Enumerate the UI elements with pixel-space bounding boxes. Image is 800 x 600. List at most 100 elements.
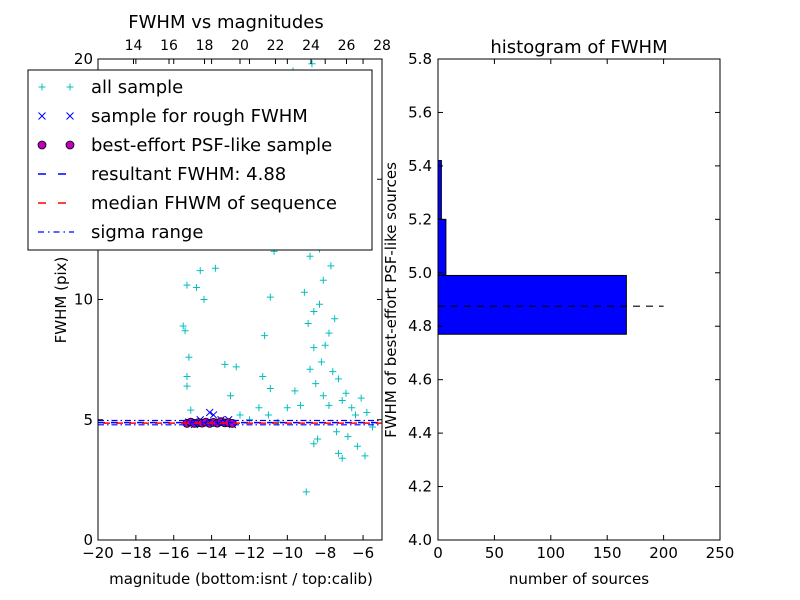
legend-label: median FHWM of sequence <box>91 193 337 214</box>
all-sample-point <box>329 368 337 376</box>
all-sample-point <box>183 382 191 390</box>
legend-label: sigma range <box>91 222 203 243</box>
all-sample-point <box>333 428 341 436</box>
all-sample-point <box>183 372 191 380</box>
top-x-tick-label: 28 <box>373 38 391 54</box>
x-tick-label: 150 <box>593 544 622 562</box>
x-tick-label: −6 <box>352 544 374 562</box>
legend-label: sample for rough FWHM <box>91 106 308 127</box>
all-sample-point <box>312 380 320 388</box>
all-sample-point <box>325 329 333 337</box>
all-sample-point <box>348 404 356 412</box>
all-sample-point <box>261 332 269 340</box>
all-sample-point <box>236 411 244 419</box>
legend: all sample sample for rough FWHM best-effo… <box>27 69 373 251</box>
x-tick-label: −20 <box>82 544 114 562</box>
x-tick-label: −16 <box>158 544 190 562</box>
top-x-tick-label: 26 <box>338 38 356 54</box>
all-sample-point <box>192 283 200 291</box>
fwhm-histogram-chart: histogram of FWHM 0 50 100 150 200 250 4.0 4.2 4… <box>382 37 734 588</box>
all-sample-point <box>196 267 204 275</box>
all-sample-point <box>316 300 324 308</box>
x-tick-label: 50 <box>485 544 504 562</box>
y-tick-label: 10 <box>74 291 93 309</box>
legend-label: resultant FWHM: 4.88 <box>91 164 286 185</box>
top-x-tick-label: 20 <box>231 38 249 54</box>
y-tick-label: 5.4 <box>408 157 432 175</box>
all-sample-point <box>319 392 327 400</box>
all-sample-point <box>255 404 263 412</box>
all-sample-point <box>183 281 191 289</box>
plot-area <box>98 60 382 496</box>
all-sample-point <box>338 397 346 405</box>
legend-item: best-effort PSF-like sample <box>37 135 332 156</box>
legend-item: median FHWM of sequence <box>38 193 337 214</box>
chart-title: FWHM vs magnitudes <box>128 12 323 33</box>
y-tick-label: 4.8 <box>408 317 432 335</box>
top-x-tick-label: 16 <box>160 38 178 54</box>
top-x-tick-label: 14 <box>125 38 143 54</box>
y-tick-label: 5.8 <box>408 50 432 68</box>
y-tick-label: 5 <box>83 411 93 429</box>
top-x-tick-label: 18 <box>196 38 214 54</box>
histogram-bar <box>437 274 627 335</box>
all-sample-point <box>317 358 325 366</box>
all-sample-point <box>363 409 371 417</box>
all-sample-point <box>306 252 314 260</box>
all-sample-point <box>300 288 308 296</box>
all-sample-point <box>245 416 253 424</box>
rough-sample-point <box>205 408 214 417</box>
legend-circle-icon <box>37 140 47 150</box>
y-tick-label: 5.6 <box>408 103 432 121</box>
all-sample-point <box>185 353 193 361</box>
all-sample-point <box>325 401 333 409</box>
legend-item: sample for rough FWHM <box>38 106 308 127</box>
all-sample-point <box>181 327 189 335</box>
chart-title: histogram of FWHM <box>490 37 667 58</box>
x-tick-label: 250 <box>706 544 735 562</box>
legend-item: all sample <box>38 77 183 98</box>
x-tick-label: −12 <box>234 544 266 562</box>
all-sample-point <box>344 433 352 441</box>
top-x-tick-label: 24 <box>302 38 320 54</box>
y-tick-label: 4.4 <box>408 424 432 442</box>
legend-box <box>27 69 373 251</box>
legend-x-icon <box>66 112 74 120</box>
all-sample-point <box>227 392 235 400</box>
x-axis-label: magnitude (bottom:isnt / top:calib) <box>109 570 373 588</box>
x-tick-label: 200 <box>649 544 678 562</box>
y-tick-label: 5.2 <box>408 210 432 228</box>
x-axis-label: number of sources <box>509 570 649 588</box>
all-sample-point <box>338 454 346 462</box>
all-sample-point <box>351 411 359 419</box>
all-sample-point <box>310 344 318 352</box>
all-sample-point <box>306 365 314 373</box>
x-tick-label: −8 <box>314 544 336 562</box>
y-axis-label: FWHM of best-effort PSF-like sources <box>382 162 400 438</box>
y-tick-label: 4.0 <box>408 531 432 549</box>
y-tick-label: 20 <box>74 50 93 68</box>
legend-label: best-effort PSF-like sample <box>91 135 332 156</box>
all-sample-point <box>187 406 195 414</box>
all-sample-point <box>321 341 329 349</box>
all-sample-point <box>264 411 272 419</box>
all-sample-point <box>314 435 322 443</box>
legend-label: all sample <box>91 77 183 98</box>
plot-frame <box>437 58 721 541</box>
x-tick-label: 0 <box>433 544 443 562</box>
legend-item: resultant FWHM: 4.88 <box>38 164 286 185</box>
all-sample-point <box>179 322 187 330</box>
all-sample-point <box>357 394 365 402</box>
legend-circle-icon <box>65 140 75 150</box>
y-tick-label: 0 <box>83 531 93 549</box>
legend-x-icon <box>38 112 46 120</box>
x-tick-label: −10 <box>272 544 304 562</box>
all-sample-point <box>266 293 274 301</box>
fwhm-vs-magnitude-chart: FWHM vs magnitudes −20 −18 −16 −14 −12 −10 −8−… <box>27 12 391 588</box>
y-tick-label: 4.6 <box>408 371 432 389</box>
y-tick-label: 4.2 <box>408 478 432 496</box>
legend-item: sigma range <box>38 222 203 243</box>
all-sample-point <box>304 320 312 328</box>
all-sample-point <box>334 449 342 457</box>
